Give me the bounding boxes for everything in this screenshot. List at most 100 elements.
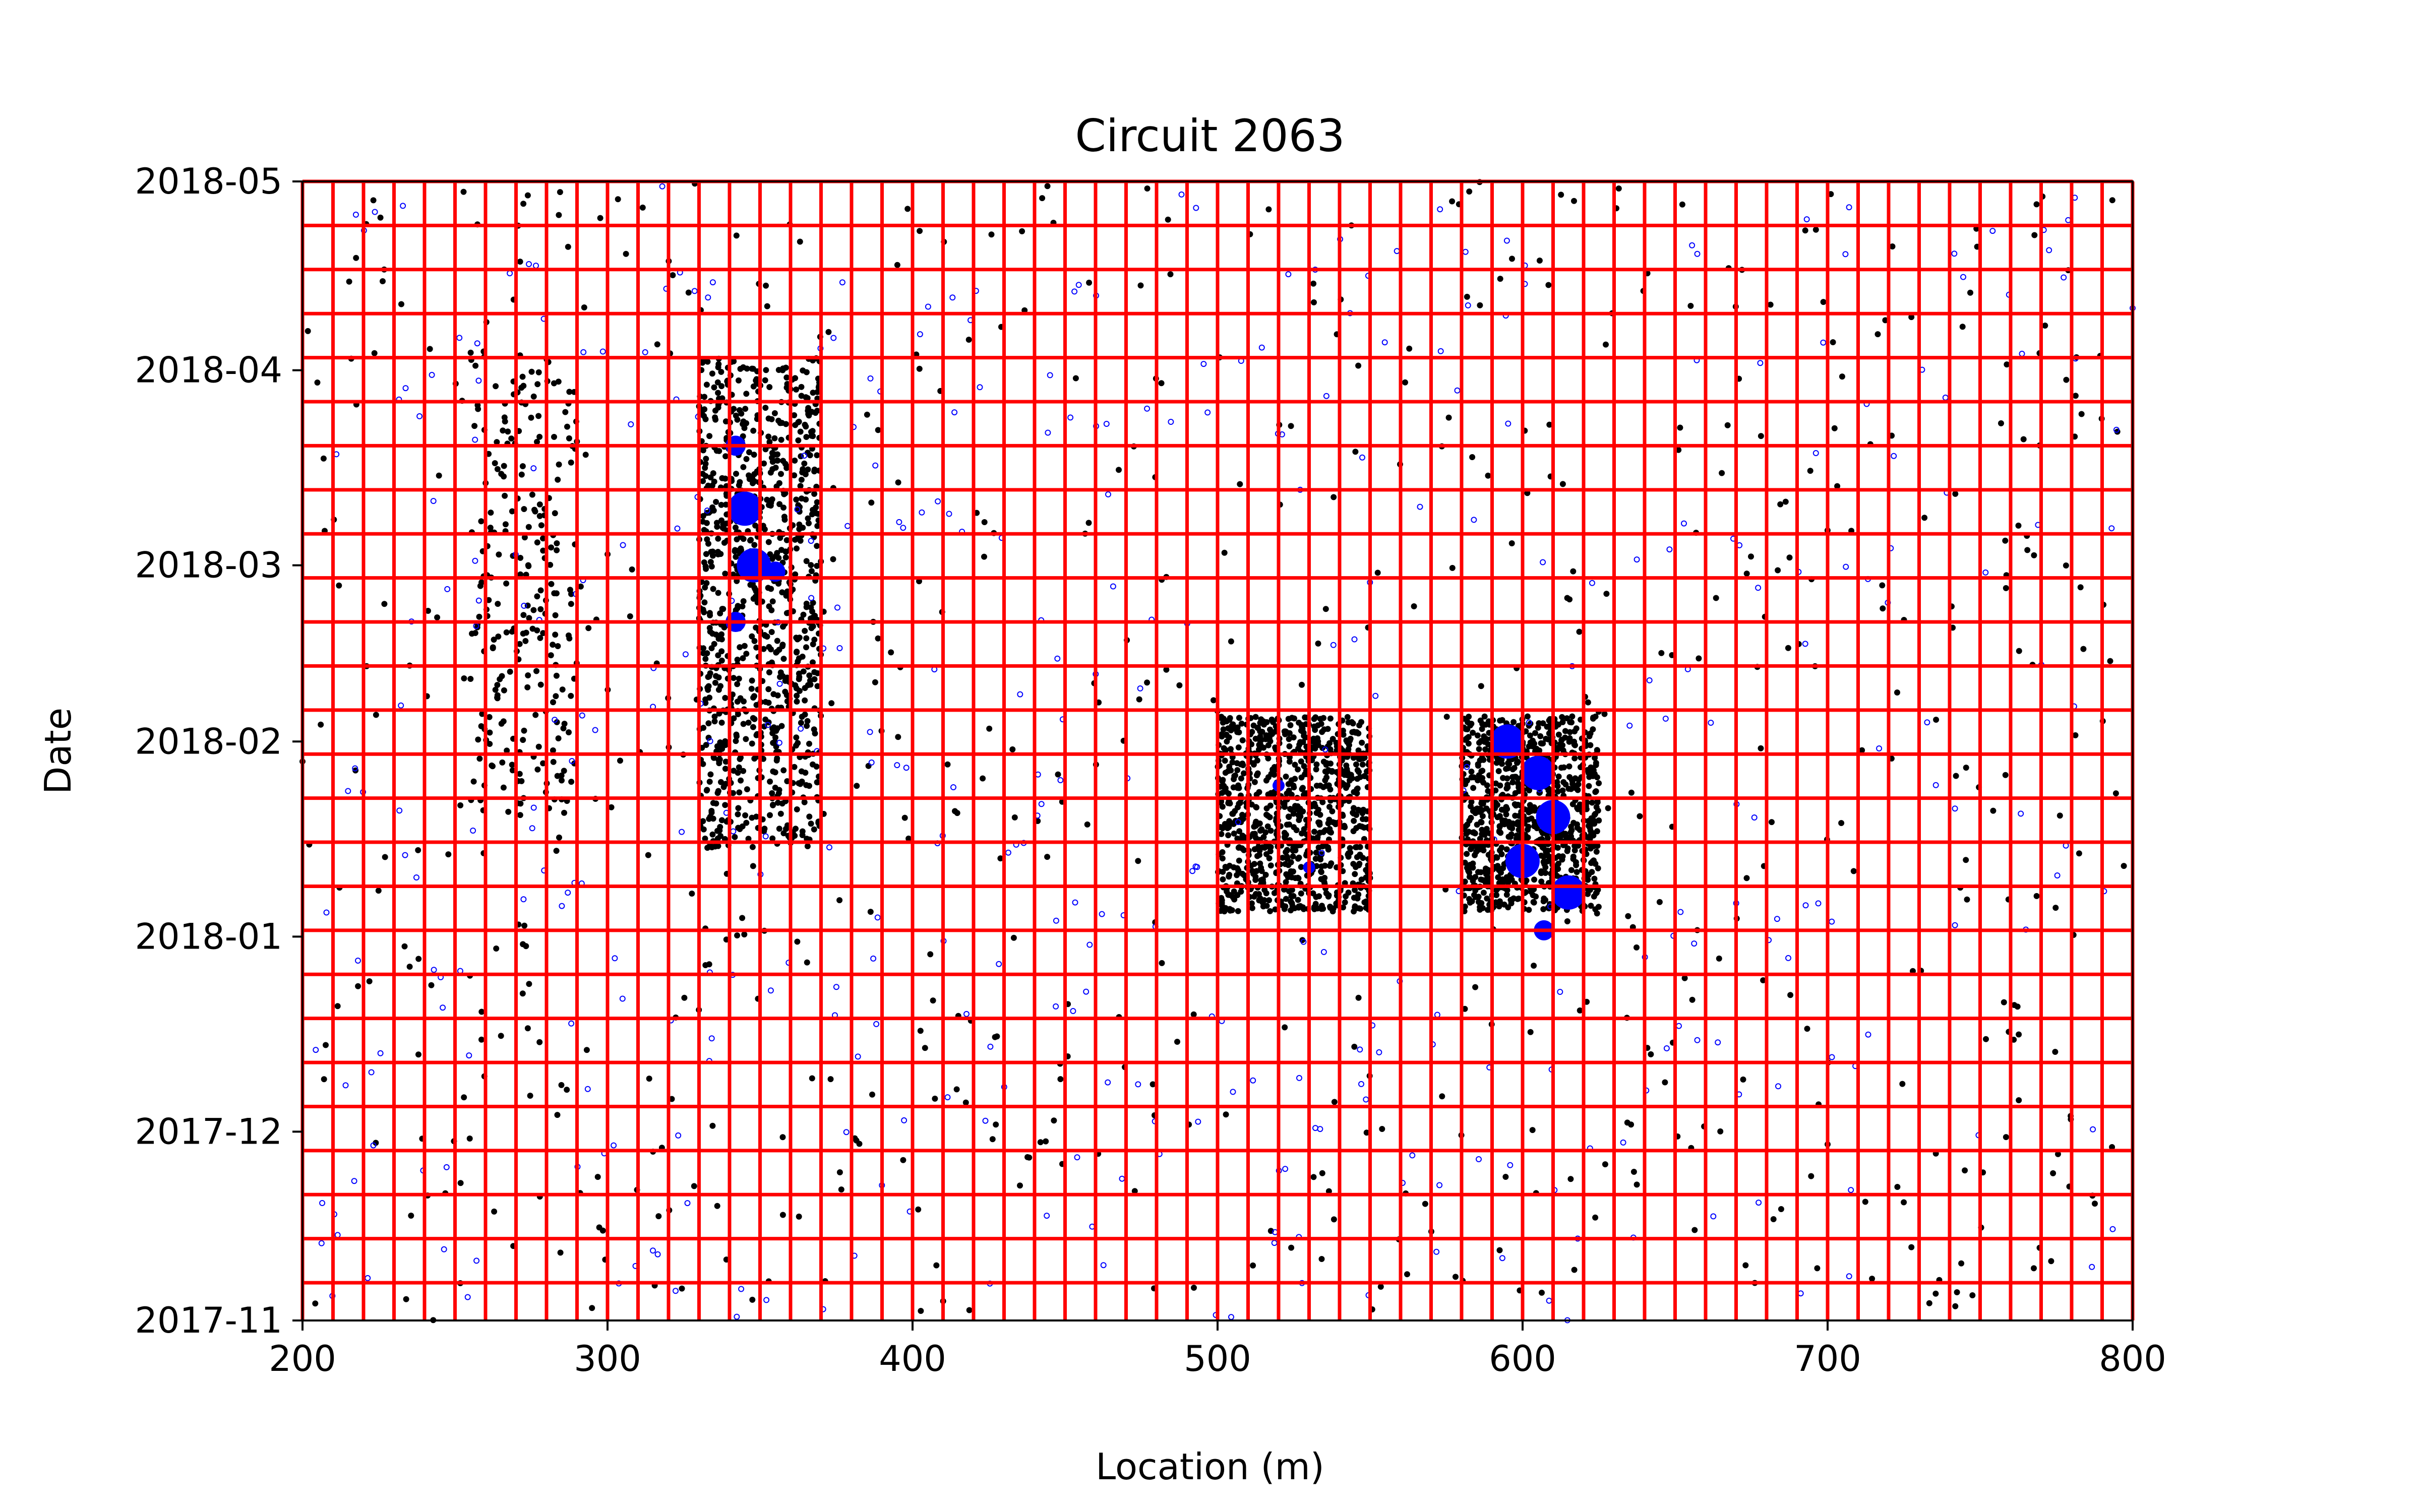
data-point-black: [1483, 826, 1490, 832]
data-point-black: [1586, 783, 1592, 789]
data-point-black: [1351, 805, 1357, 811]
data-point-black: [1566, 729, 1573, 735]
data-point-blue-small: [1072, 899, 1078, 906]
data-point-blue-small: [982, 1117, 989, 1124]
data-point-black: [1055, 771, 1061, 778]
data-point-black: [1377, 1284, 1384, 1290]
data-point-black: [1352, 887, 1358, 893]
data-point-black: [1266, 732, 1273, 738]
data-point-black: [540, 630, 547, 637]
data-point-black: [461, 675, 467, 681]
data-point-black: [1526, 787, 1533, 794]
data-point-black: [792, 833, 798, 839]
data-point-black: [800, 668, 807, 675]
data-point-black: [461, 1094, 467, 1101]
data-point-blue-small: [776, 739, 782, 746]
data-point-black: [768, 646, 774, 653]
data-point-black: [1479, 827, 1485, 833]
data-point-black: [1298, 890, 1304, 897]
data-point-black: [1596, 817, 1602, 824]
data-point-black: [2014, 1003, 2021, 1010]
data-point-black: [798, 720, 804, 726]
data-point-blue-small: [762, 833, 769, 840]
data-point-black: [1932, 1290, 1939, 1297]
data-point-black: [703, 456, 709, 462]
data-point-black: [1229, 759, 1236, 766]
data-point-black: [1267, 828, 1274, 834]
data-point-black: [1689, 996, 1696, 1003]
data-point-blue-small: [628, 421, 634, 427]
data-point-black: [737, 644, 743, 651]
data-point-black: [415, 847, 421, 853]
data-point-black: [793, 826, 799, 832]
data-point-black: [702, 461, 709, 467]
data-point-black: [1323, 774, 1330, 781]
data-point-black: [916, 578, 922, 585]
data-point-blue-small: [342, 1082, 349, 1089]
data-point-blue-small: [836, 645, 843, 651]
data-point-black: [499, 759, 506, 766]
data-point-black: [1594, 828, 1600, 835]
data-point-blue-small: [1626, 722, 1633, 729]
data-point-black: [997, 855, 1004, 862]
data-point-black: [814, 562, 820, 569]
x-axis-label: Location (m): [1096, 1445, 1324, 1488]
data-point-black: [739, 603, 746, 610]
data-point-black: [502, 521, 509, 528]
data-point-black: [2031, 552, 2037, 558]
data-point-black: [744, 786, 750, 792]
data-point-black: [1288, 868, 1294, 874]
data-point-black: [639, 204, 646, 211]
data-point-black: [646, 1076, 652, 1082]
data-point-black: [1565, 786, 1572, 792]
data-point-black: [478, 518, 485, 525]
data-point-black: [747, 537, 753, 544]
data-point-black: [581, 304, 587, 310]
data-point-black: [1535, 724, 1541, 731]
data-point-black: [1326, 746, 1333, 752]
data-point-black: [2031, 1265, 2037, 1272]
data-point-black: [517, 571, 524, 578]
data-point-black: [552, 510, 558, 517]
data-point-black: [1296, 903, 1302, 910]
data-point-black: [699, 359, 706, 366]
data-point-black: [802, 685, 808, 691]
data-point-black: [467, 676, 474, 682]
data-point-black: [783, 610, 790, 616]
data-point-black: [722, 781, 729, 787]
data-point-black: [1312, 855, 1319, 862]
data-point-blue-small: [520, 896, 527, 903]
data-point-blue-small: [868, 759, 875, 766]
data-point-black: [1515, 819, 1521, 826]
data-point-black: [321, 1076, 327, 1083]
data-point-black: [765, 415, 772, 422]
data-point-black: [1571, 1267, 1578, 1273]
data-point-black: [711, 713, 718, 720]
data-point-black: [718, 648, 725, 655]
data-point-black: [1359, 761, 1366, 768]
data-point-black: [814, 499, 820, 506]
data-point-black: [2072, 393, 2079, 399]
data-point-black: [355, 983, 361, 989]
data-point-black: [1894, 1184, 1901, 1190]
data-point-black: [471, 423, 478, 429]
data-point-black: [733, 731, 740, 738]
data-point-black: [1328, 769, 1335, 775]
data-point-black: [654, 341, 660, 348]
data-point-blue-small: [580, 349, 587, 355]
data-point-black: [476, 755, 483, 762]
data-point-black: [1250, 1262, 1256, 1269]
data-point-black: [1301, 826, 1307, 833]
data-point-blue-small: [370, 1142, 377, 1149]
data-point-black: [750, 863, 756, 869]
data-point-black: [1256, 897, 1262, 904]
data-point-black: [548, 652, 554, 659]
data-point-black: [1353, 761, 1359, 768]
data-point-black: [1271, 772, 1278, 778]
data-point-black: [811, 490, 818, 497]
data-point-black: [1287, 806, 1294, 812]
data-point-black: [577, 583, 584, 590]
data-point-black: [1503, 892, 1510, 898]
data-point-black: [522, 638, 529, 644]
